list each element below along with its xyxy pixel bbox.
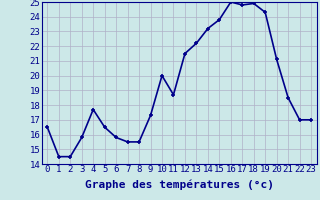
X-axis label: Graphe des températures (°c): Graphe des températures (°c) xyxy=(85,180,274,190)
